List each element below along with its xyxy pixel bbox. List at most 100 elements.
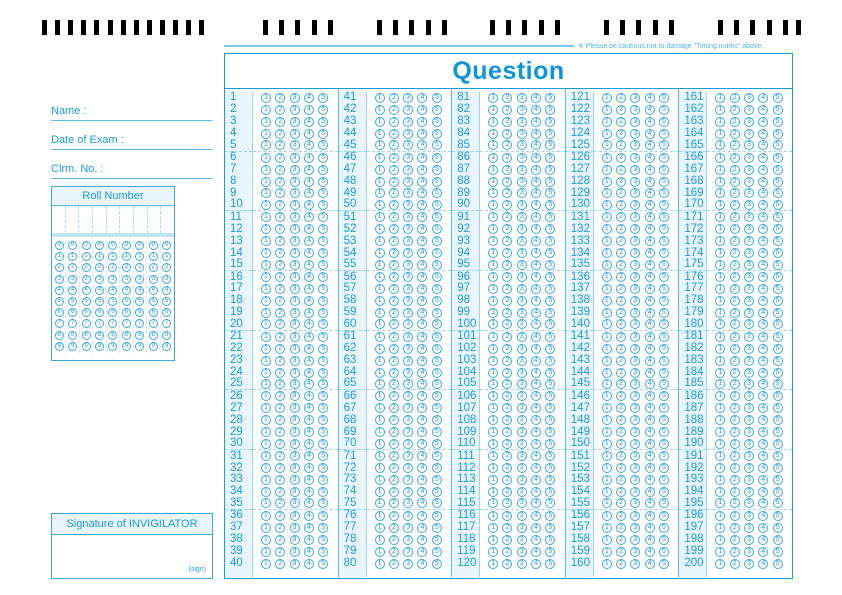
answer-bubble[interactable]: 5 <box>772 378 783 389</box>
answer-bubble[interactable]: 3 <box>289 415 300 426</box>
answer-bubble[interactable]: 4 <box>417 92 428 103</box>
answer-bubble[interactable]: 1 <box>374 140 385 151</box>
answer-bubble[interactable]: 3 <box>630 534 641 545</box>
answer-bubble[interactable]: 5 <box>772 438 783 449</box>
answer-bubble[interactable]: 1 <box>488 451 499 462</box>
answer-bubble[interactable]: 5 <box>431 427 442 438</box>
answer-bubble[interactable]: 1 <box>374 343 385 354</box>
answer-bubble[interactable]: 3 <box>403 104 414 115</box>
answer-bubble[interactable]: 5 <box>772 212 783 223</box>
answer-bubble[interactable]: 2 <box>502 355 513 366</box>
answer-bubble[interactable]: 3 <box>516 415 527 426</box>
answer-bubble[interactable]: 5 <box>431 319 442 330</box>
answer-bubble[interactable]: 5 <box>658 522 669 533</box>
answer-bubble[interactable]: 1 <box>601 140 612 151</box>
answer-bubble[interactable]: 5 <box>318 307 329 318</box>
answer-bubble[interactable]: 3 <box>743 92 754 103</box>
answer-bubble[interactable]: 3 <box>516 188 527 199</box>
answer-bubble[interactable]: 1 <box>261 415 271 426</box>
answer-bubble[interactable]: 1 <box>715 199 726 210</box>
answer-bubble[interactable]: 1 <box>715 546 726 557</box>
answer-bubble[interactable]: 2 <box>729 486 740 497</box>
answer-bubble[interactable]: 5 <box>658 486 669 497</box>
roll-digit-bubble[interactable]: 1 <box>162 252 172 262</box>
roll-digit-bubble[interactable]: 5 <box>148 296 158 306</box>
answer-bubble[interactable]: 3 <box>743 343 754 354</box>
answer-bubble[interactable]: 4 <box>531 116 542 127</box>
answer-bubble[interactable]: 5 <box>431 343 442 354</box>
answer-bubble[interactable]: 1 <box>601 236 612 247</box>
answer-bubble[interactable]: 4 <box>531 164 542 175</box>
roll-digit-write-cell[interactable] <box>120 206 135 233</box>
answer-bubble[interactable]: 5 <box>431 283 442 294</box>
answer-bubble[interactable]: 5 <box>545 355 556 366</box>
answer-bubble[interactable]: 3 <box>630 463 641 474</box>
answer-bubble[interactable]: 3 <box>516 463 527 474</box>
answer-bubble[interactable]: 5 <box>658 307 669 318</box>
answer-bubble[interactable]: 1 <box>488 272 499 283</box>
answer-bubble[interactable]: 3 <box>289 331 300 342</box>
answer-bubble[interactable]: 3 <box>289 104 300 115</box>
roll-digit-bubble[interactable]: 7 <box>135 319 145 329</box>
answer-bubble[interactable]: 4 <box>417 367 428 378</box>
answer-bubble[interactable]: 1 <box>261 199 271 210</box>
answer-bubble[interactable]: 2 <box>729 116 740 127</box>
answer-bubble[interactable]: 2 <box>616 451 627 462</box>
answer-bubble[interactable]: 5 <box>318 474 329 485</box>
answer-bubble[interactable]: 5 <box>318 415 329 426</box>
answer-bubble[interactable]: 4 <box>644 546 655 557</box>
answer-bubble[interactable]: 1 <box>601 474 612 485</box>
answer-bubble[interactable]: 3 <box>403 391 414 402</box>
answer-bubble[interactable]: 2 <box>729 176 740 187</box>
roll-digit-bubble[interactable]: 3 <box>68 274 78 284</box>
answer-bubble[interactable]: 3 <box>516 236 527 247</box>
roll-digit-bubble[interactable]: 0 <box>108 241 118 250</box>
answer-bubble[interactable]: 1 <box>488 295 499 306</box>
answer-bubble[interactable]: 5 <box>545 236 556 247</box>
answer-bubble[interactable]: 5 <box>545 343 556 354</box>
answer-bubble[interactable]: 1 <box>601 343 612 354</box>
answer-bubble[interactable]: 3 <box>403 140 414 151</box>
answer-bubble[interactable]: 3 <box>743 128 754 139</box>
roll-digit-bubble[interactable]: 1 <box>54 252 64 262</box>
answer-bubble[interactable]: 2 <box>616 510 627 521</box>
answer-bubble[interactable]: 1 <box>261 188 271 199</box>
answer-bubble[interactable]: 4 <box>644 188 655 199</box>
answer-bubble[interactable]: 3 <box>289 463 300 474</box>
roll-digit-bubble[interactable]: 6 <box>68 308 78 318</box>
answer-bubble[interactable]: 4 <box>303 283 314 294</box>
answer-bubble[interactable]: 5 <box>772 510 783 521</box>
answer-bubble[interactable]: 4 <box>531 307 542 318</box>
answer-bubble[interactable]: 1 <box>488 331 499 342</box>
answer-bubble[interactable]: 1 <box>601 272 612 283</box>
answer-bubble[interactable]: 3 <box>403 224 414 235</box>
answer-bubble[interactable]: 2 <box>275 259 286 270</box>
roll-digit-bubble[interactable]: 9 <box>81 341 91 351</box>
answer-bubble[interactable]: 4 <box>531 451 542 462</box>
answer-bubble[interactable]: 1 <box>261 283 271 294</box>
answer-bubble[interactable]: 2 <box>502 140 513 151</box>
answer-bubble[interactable]: 4 <box>417 307 428 318</box>
answer-bubble[interactable]: 1 <box>261 319 271 330</box>
answer-bubble[interactable]: 3 <box>289 498 300 509</box>
answer-bubble[interactable]: 3 <box>516 295 527 306</box>
answer-bubble[interactable]: 3 <box>630 176 641 187</box>
answer-bubble[interactable]: 3 <box>403 451 414 462</box>
answer-bubble[interactable]: 3 <box>630 391 641 402</box>
roll-digit-bubble[interactable]: 3 <box>148 274 158 284</box>
roll-digit-write-cell[interactable] <box>161 206 174 233</box>
answer-bubble[interactable]: 1 <box>374 427 385 438</box>
answer-bubble[interactable]: 1 <box>601 116 612 127</box>
answer-bubble[interactable]: 3 <box>516 259 527 270</box>
answer-bubble[interactable]: 4 <box>758 283 769 294</box>
roll-digit-write-cell[interactable] <box>66 206 80 233</box>
answer-bubble[interactable]: 3 <box>403 463 414 474</box>
answer-bubble[interactable]: 5 <box>658 104 669 115</box>
answer-bubble[interactable]: 2 <box>388 403 399 414</box>
answer-bubble[interactable]: 1 <box>601 176 612 187</box>
answer-bubble[interactable]: 3 <box>516 451 527 462</box>
answer-bubble[interactable]: 3 <box>516 510 527 521</box>
answer-bubble[interactable]: 3 <box>630 319 641 330</box>
answer-bubble[interactable]: 1 <box>601 378 612 389</box>
answer-bubble[interactable]: 5 <box>772 319 783 330</box>
